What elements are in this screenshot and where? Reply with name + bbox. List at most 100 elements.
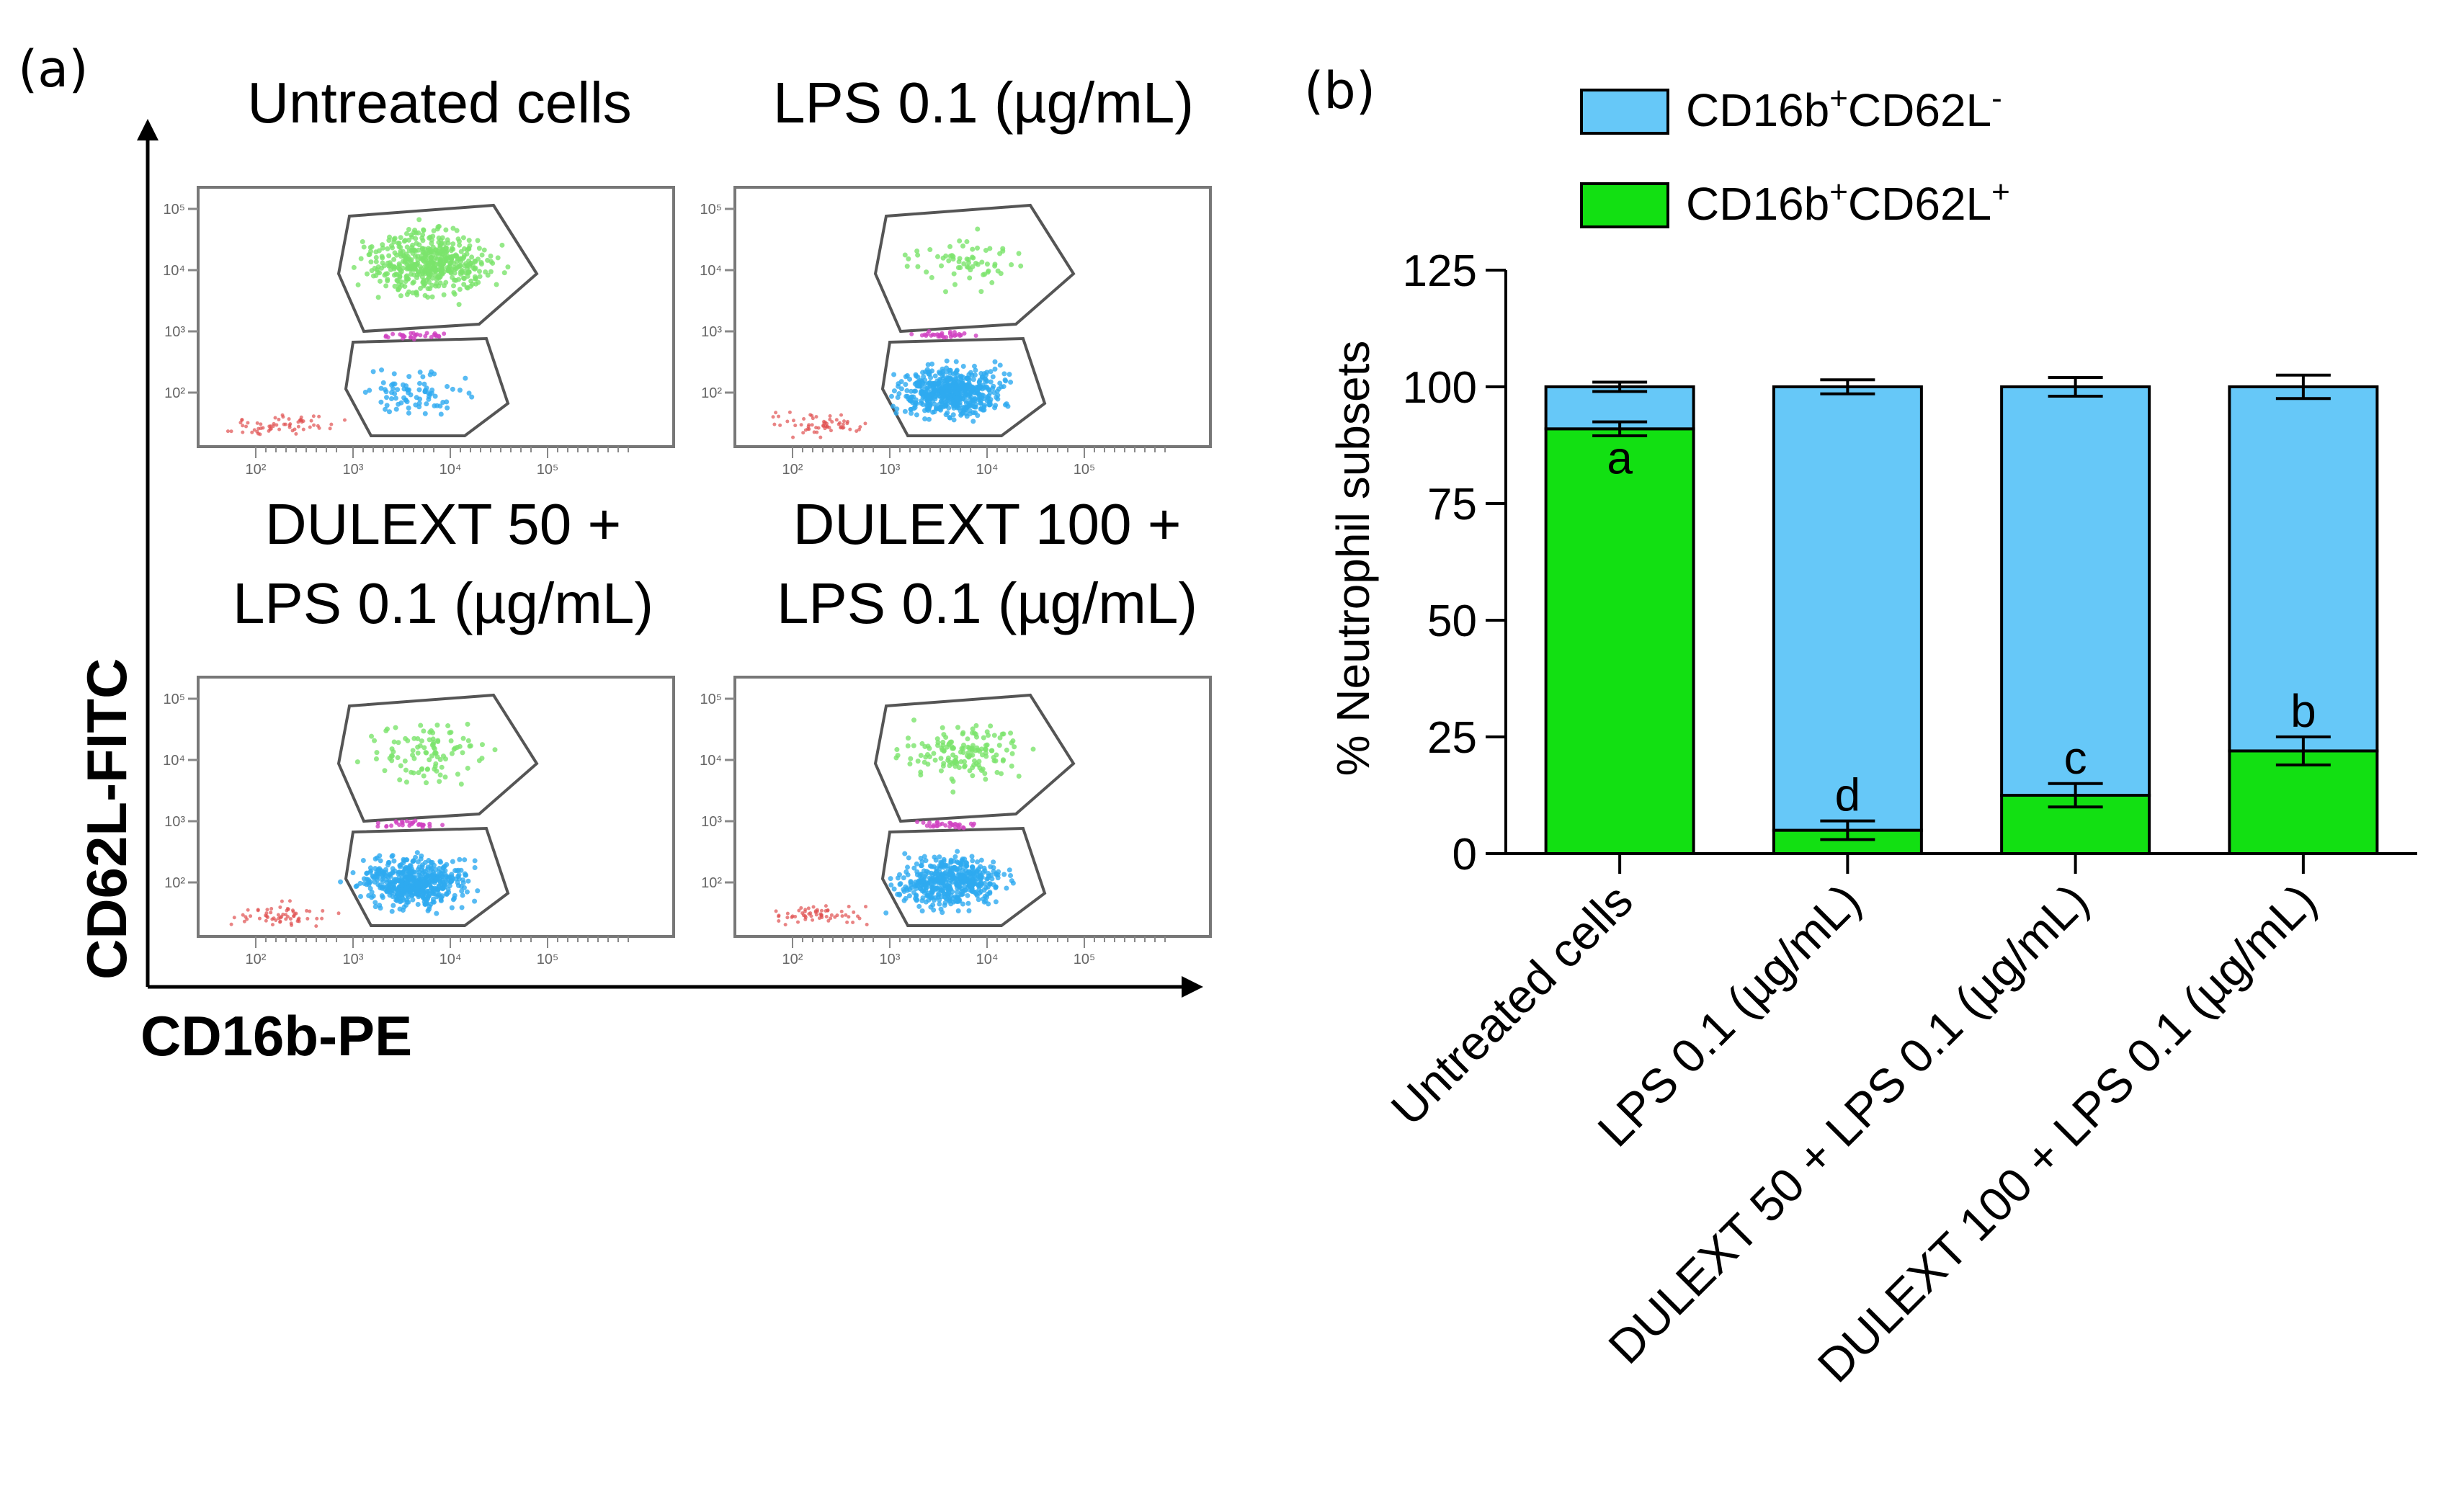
event-magenta: [957, 822, 962, 827]
event-green: [398, 251, 403, 256]
event-red: [250, 430, 254, 434]
event-blue: [391, 381, 396, 387]
event-green: [970, 246, 976, 252]
event-red: [271, 424, 275, 429]
event-blue: [975, 859, 981, 864]
event-blue: [396, 869, 402, 875]
event-blue: [392, 868, 398, 874]
event-green: [925, 761, 931, 767]
event-blue: [978, 370, 984, 376]
event-green: [427, 279, 432, 285]
event-blue: [955, 908, 961, 913]
event-blue: [417, 370, 423, 375]
event-blue: [954, 368, 960, 374]
event-magenta: [931, 823, 936, 828]
event-blue: [443, 877, 449, 883]
event-green: [411, 279, 416, 285]
event-green: [361, 244, 367, 250]
event-red: [823, 426, 827, 431]
event-blue: [379, 367, 385, 373]
flow-plot-2: LPS 0.1 (µg/mL) 10⁵ 10⁴ 10³ 10² 10² 10³ 10⁴ 10⁵: [700, 71, 1212, 478]
event-blue: [955, 379, 960, 385]
event-green: [495, 255, 501, 261]
event-magenta: [434, 334, 439, 339]
event-blue: [965, 375, 970, 381]
event-blue: [991, 390, 997, 395]
flow-y-tick-label: 10⁵: [700, 202, 722, 218]
event-red: [791, 435, 795, 439]
event-red: [841, 422, 845, 426]
event-magenta: [968, 821, 973, 826]
event-red: [305, 908, 309, 913]
event-blue: [978, 889, 984, 895]
event-red: [793, 424, 798, 428]
event-blue: [439, 895, 445, 900]
event-red: [293, 427, 297, 431]
event-blue: [966, 908, 972, 913]
event-red: [268, 427, 272, 431]
event-red: [844, 913, 848, 917]
event-green: [505, 264, 511, 270]
event-blue: [883, 910, 889, 916]
event-blue: [411, 858, 416, 864]
event-green: [415, 736, 421, 742]
event-blue: [438, 411, 444, 417]
event-green: [439, 235, 445, 241]
event-green: [457, 287, 463, 292]
event-green: [373, 249, 379, 255]
event-green: [395, 755, 401, 761]
event-blue: [390, 853, 396, 859]
event-blue: [919, 888, 925, 894]
event-blue: [991, 869, 996, 874]
event-blue: [980, 383, 986, 388]
event-blue: [911, 865, 917, 871]
event-green: [395, 240, 401, 246]
event-blue: [338, 879, 344, 885]
flow-y-tick-label: 10²: [701, 875, 722, 891]
event-blue: [969, 886, 975, 892]
event-green: [391, 739, 397, 745]
event-blue: [893, 411, 899, 416]
event-blue: [941, 876, 947, 882]
event-blue: [391, 903, 396, 908]
event-red: [803, 915, 808, 919]
event-blue: [947, 415, 952, 421]
event-blue: [372, 904, 378, 910]
event-green: [436, 239, 442, 245]
event-green: [473, 265, 478, 271]
event-blue: [364, 882, 370, 887]
event-green: [973, 731, 978, 737]
event-blue: [444, 892, 450, 898]
event-blue: [967, 411, 973, 416]
event-blue: [986, 399, 992, 405]
event-blue: [919, 898, 925, 903]
event-blue: [1008, 380, 1014, 385]
event-blue: [978, 864, 983, 869]
event-magenta: [407, 823, 412, 828]
event-blue: [943, 895, 949, 901]
event-blue: [959, 892, 965, 898]
event-green: [915, 252, 921, 258]
panel-a-y-arrow: [137, 119, 159, 140]
event-blue: [902, 851, 908, 856]
event-blue: [894, 406, 900, 412]
event-blue: [930, 409, 936, 415]
event-blue: [396, 895, 401, 900]
event-green: [414, 292, 420, 298]
event-green: [431, 228, 437, 233]
event-red: [802, 417, 806, 421]
event-blue: [464, 889, 470, 895]
event-green: [461, 246, 467, 251]
flow-plot-title: DULEXT 100 +: [793, 492, 1182, 556]
event-blue: [460, 880, 466, 885]
event-green: [410, 748, 416, 753]
event-green: [375, 295, 381, 300]
event-green: [942, 289, 948, 295]
legend-swatch: [1580, 182, 1669, 228]
event-red: [292, 914, 296, 918]
event-green: [392, 283, 398, 289]
flow-x-tick-label: 10⁵: [537, 952, 559, 967]
event-blue: [418, 888, 424, 894]
event-blue: [406, 410, 411, 416]
event-red: [829, 913, 834, 917]
